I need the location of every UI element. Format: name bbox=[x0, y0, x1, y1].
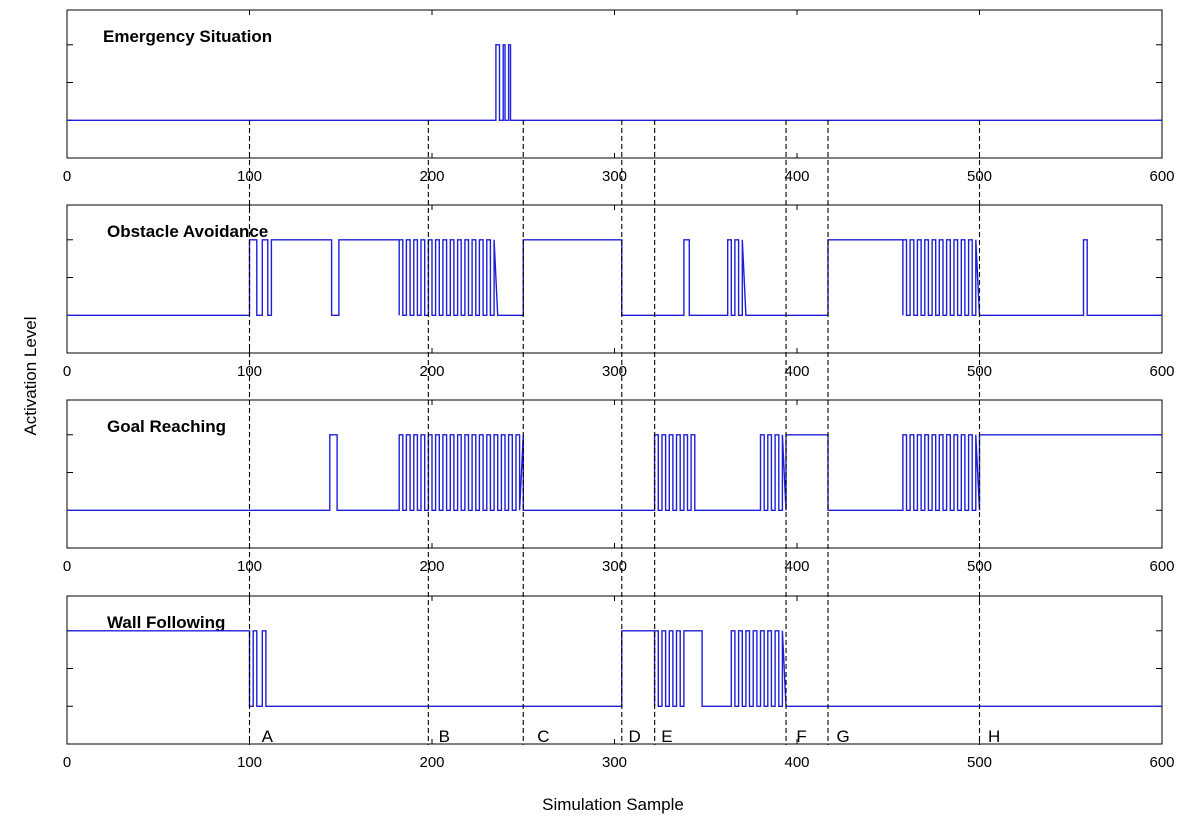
segment-label: B bbox=[439, 727, 450, 746]
panel-title: Goal Reaching bbox=[107, 417, 226, 436]
x-tick-label: 0 bbox=[63, 558, 71, 575]
x-tick-label: 300 bbox=[602, 558, 627, 575]
segment-label: G bbox=[837, 727, 850, 746]
segment-label: D bbox=[628, 727, 640, 746]
panel-title: Emergency Situation bbox=[103, 27, 272, 46]
x-tick-label: 400 bbox=[784, 558, 809, 575]
activation-series-line bbox=[67, 44, 1162, 121]
segment-labels-group: A B C D E F G H bbox=[262, 727, 1001, 746]
x-axis-label: Simulation Sample bbox=[542, 795, 684, 814]
panel-3: 0 100 200 300 400 500 600 Goal Reaching bbox=[63, 399, 1175, 575]
x-tick-label: 300 bbox=[602, 363, 627, 380]
activation-series-line bbox=[67, 434, 1162, 511]
x-tick-label: 0 bbox=[63, 754, 71, 771]
activation-series-line bbox=[67, 239, 1162, 316]
x-tick-label: 600 bbox=[1149, 754, 1174, 771]
segment-label: F bbox=[796, 727, 806, 746]
panel-frame bbox=[66, 595, 1163, 745]
x-tick-label: 400 bbox=[784, 754, 809, 771]
marker-lines-group bbox=[248, 120, 981, 745]
segment-label: H bbox=[988, 727, 1000, 746]
segment-label: E bbox=[661, 727, 672, 746]
x-tick-label: 100 bbox=[237, 754, 262, 771]
x-tick-label: 300 bbox=[602, 168, 627, 185]
x-tick-label: 200 bbox=[419, 558, 444, 575]
x-tick-label: 0 bbox=[63, 363, 71, 380]
panels-group: 0 100 200 300 400 500 600 Emergency Situation 0 1… bbox=[63, 9, 1175, 771]
x-tick-label: 500 bbox=[967, 558, 992, 575]
x-tick-label: 600 bbox=[1149, 363, 1174, 380]
y-axis-label: Activation Level bbox=[21, 316, 40, 435]
x-tick-label: 200 bbox=[419, 363, 444, 380]
x-tick-label: 200 bbox=[419, 168, 444, 185]
panel-title: Obstacle Avoidance bbox=[107, 222, 268, 241]
segment-label: A bbox=[262, 727, 274, 746]
panel-frame bbox=[66, 399, 1163, 549]
segment-label: C bbox=[537, 727, 549, 746]
x-tick-label: 600 bbox=[1149, 558, 1174, 575]
x-tick-label: 200 bbox=[419, 754, 444, 771]
x-tick-label: 400 bbox=[784, 363, 809, 380]
activation-series-line bbox=[67, 630, 1162, 707]
panel-4: 0 100 200 300 400 500 600 Wall Following bbox=[63, 595, 1175, 771]
x-tick-label: 300 bbox=[602, 754, 627, 771]
panel-title: Wall Following bbox=[107, 613, 225, 632]
x-tick-label: 100 bbox=[237, 558, 262, 575]
x-tick-label: 600 bbox=[1149, 168, 1174, 185]
x-tick-label: 400 bbox=[784, 168, 809, 185]
x-tick-label: 0 bbox=[63, 168, 71, 185]
x-tick-label: 500 bbox=[967, 754, 992, 771]
